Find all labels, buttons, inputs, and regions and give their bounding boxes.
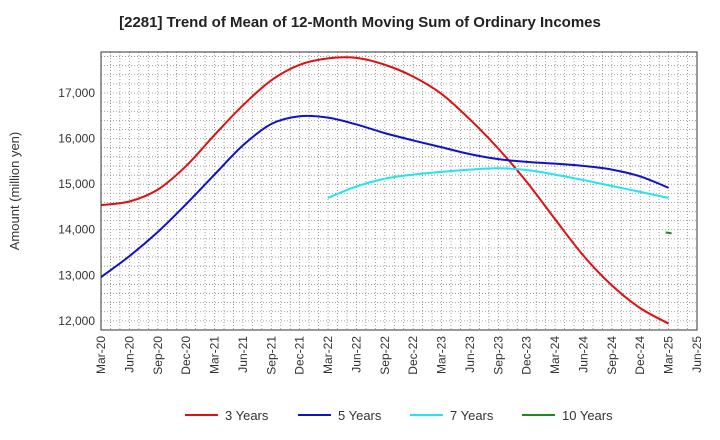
y-tick-labels: 12,000 13,000 14,000 15,000 16,000 17,000: [58, 86, 95, 328]
chart-title: [2281] Trend of Mean of 12-Month Moving …: [119, 14, 601, 31]
x-tick-label: Dec-20: [179, 336, 193, 375]
x-tick-label: Sep-22: [378, 336, 392, 375]
x-tick-label: Jun-25: [690, 336, 704, 373]
y-tick-label: 13,000: [58, 268, 95, 282]
x-tick-label: Dec-24: [633, 336, 647, 375]
x-tick-label: Mar-25: [662, 336, 676, 374]
x-tick-label: Dec-23: [520, 336, 534, 375]
x-tick-label: Jun-21: [236, 336, 250, 373]
grid-layer: [101, 52, 697, 330]
y-tick-label: 12,000: [58, 314, 95, 328]
series-line-10-years: [665, 231, 672, 235]
series-line-3-years: [100, 56, 670, 325]
x-tick-label: Mar-24: [548, 336, 562, 374]
x-tick-label: Jun-20: [122, 336, 136, 373]
series-line-7-years: [327, 167, 669, 199]
legend-label-5-years: 5 Years: [338, 408, 382, 423]
legend-label-3-years: 3 Years: [225, 408, 269, 423]
series-line-5-years: [100, 114, 669, 278]
legend: 3 Years 5 Years 7 Years 10 Years: [185, 408, 613, 423]
legend-label-10-years: 10 Years: [562, 408, 613, 423]
x-tick-label: Sep-23: [491, 336, 505, 375]
x-tick-label: Mar-21: [208, 336, 222, 374]
x-tick-label: Jun-23: [463, 336, 477, 373]
x-tick-label: Mar-22: [321, 336, 335, 374]
series-layer: [100, 56, 672, 325]
x-tick-label: Jun-22: [349, 336, 363, 373]
x-tick-label: Mar-20: [94, 336, 108, 374]
x-tick-label: Sep-20: [151, 336, 165, 375]
y-tick-label: 17,000: [58, 86, 95, 100]
y-tick-label: 14,000: [58, 223, 95, 237]
x-tick-labels: Mar-20 Jun-20 Sep-20 Dec-20 Mar-21 Jun-21 Sep-…: [94, 336, 704, 375]
x-tick-label: Sep-24: [605, 336, 619, 375]
plot-frame: [100, 51, 698, 331]
legend-label-7-years: 7 Years: [450, 408, 494, 423]
x-tick-label: Sep-21: [264, 336, 278, 375]
y-tick-label: 16,000: [58, 132, 95, 146]
x-tick-label: Dec-21: [293, 336, 307, 375]
y-axis-title: Amount (million yen): [7, 132, 22, 251]
x-tick-label: Jun-24: [576, 336, 590, 373]
x-tick-label: Dec-22: [406, 336, 420, 375]
y-tick-label: 15,000: [58, 177, 95, 191]
x-tick-label: Mar-23: [435, 336, 449, 374]
